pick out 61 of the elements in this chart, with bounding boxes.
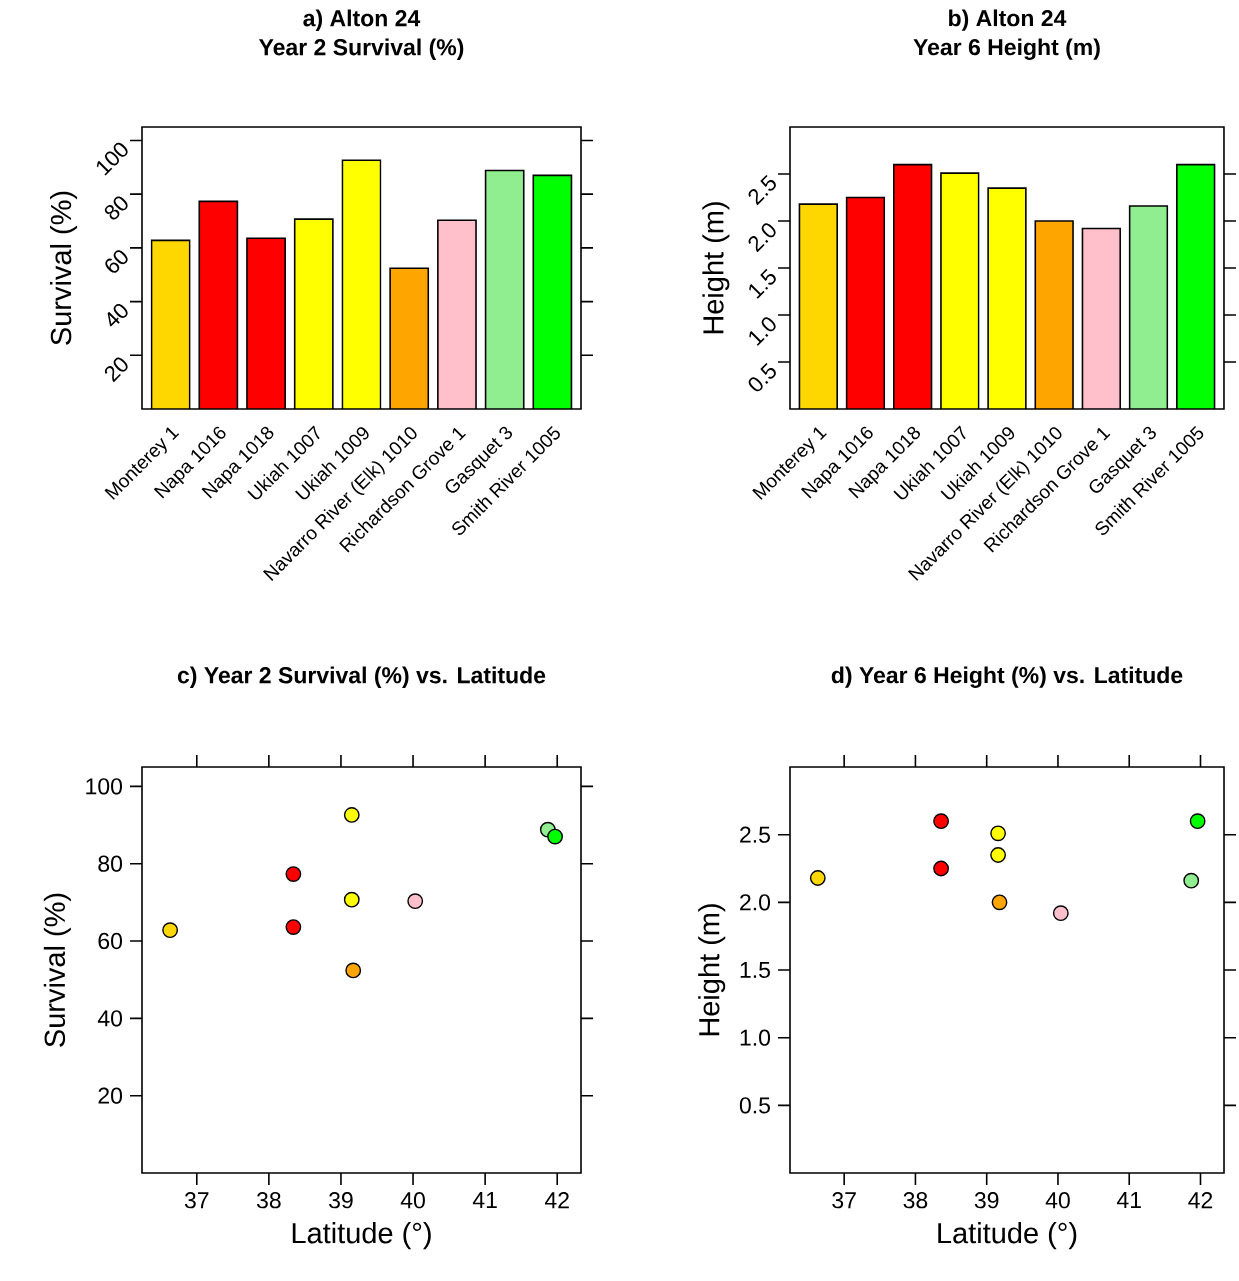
- point: [809, 870, 826, 886]
- point: [285, 919, 302, 935]
- y-tick-label: 1.0: [749, 317, 776, 346]
- x-tick-label: 42: [1188, 1192, 1213, 1209]
- x-axis-title: Latitude (°): [292, 1222, 431, 1250]
- point: [991, 894, 1008, 911]
- y-tick-label: 0.5: [748, 362, 776, 392]
- y-axis-title: Height (m): [698, 904, 726, 1036]
- y-axis-title: Survival (%): [50, 191, 78, 345]
- x-tick-label: 39: [329, 1192, 353, 1209]
- x-tick-label: 40: [1045, 1192, 1070, 1209]
- y-tick-label: 0.5: [739, 1097, 770, 1114]
- x-tick-label: 42: [544, 1192, 569, 1209]
- x-tick-label: 37: [184, 1192, 209, 1209]
- chart-title: d) Year 6 Height (%) vs. Latitude: [831, 666, 1183, 688]
- y-axis-title: Survival (%): [43, 893, 71, 1047]
- chart-title: c) Year 2 Survival (%) vs. Latitude: [177, 666, 546, 688]
- y-tick-label: 20: [104, 357, 128, 383]
- point: [343, 807, 360, 823]
- point: [343, 891, 360, 908]
- x-tick-label: 40: [400, 1192, 425, 1209]
- y-tick-label: 100: [86, 778, 123, 795]
- y-tick-label: 2.0: [748, 223, 776, 253]
- y-tick-label: 1.5: [749, 268, 776, 299]
- y-tick-label: 100: [96, 142, 128, 176]
- y-tick-label: 60: [98, 932, 123, 950]
- chart-subtitle: Year 6 Height (m): [913, 38, 1100, 60]
- y-tick-label: 1.0: [740, 1029, 771, 1046]
- chart-subtitle: Year 2 Survival (%): [258, 38, 464, 60]
- x-tick-label: 37: [832, 1192, 856, 1209]
- x-tick-label: 39: [974, 1192, 999, 1209]
- point: [285, 866, 302, 883]
- point: [933, 860, 949, 877]
- y-tick-label: 2.0: [740, 894, 771, 911]
- y-tick-label: 1.5: [740, 962, 770, 979]
- point: [990, 825, 1006, 842]
- chart-title: a) Alton 24: [303, 9, 421, 31]
- point: [162, 922, 179, 939]
- y-tick-label: 2.5: [740, 826, 770, 843]
- point: [345, 962, 362, 979]
- x-tick-label: 41: [1116, 1192, 1141, 1208]
- y-axis-title: Height (m): [702, 202, 730, 334]
- point: [1183, 872, 1200, 889]
- point: [407, 893, 424, 910]
- chart-title: b) Alton 24: [949, 9, 1067, 31]
- y-tick-label: 20: [98, 1087, 123, 1104]
- point: [1052, 905, 1069, 922]
- point: [933, 813, 949, 830]
- y-tick-label: 2.5: [748, 174, 776, 206]
- point: [547, 828, 563, 845]
- x-tick-label: 38: [903, 1192, 928, 1209]
- y-tick-label: 80: [98, 855, 123, 872]
- x-axis-title: Latitude (°): [938, 1222, 1077, 1250]
- y-tick-label: 40: [97, 1010, 123, 1027]
- x-tick-label: 41: [472, 1192, 497, 1208]
- point: [1189, 813, 1206, 830]
- y-tick-label: 60: [105, 250, 128, 273]
- point: [990, 847, 1006, 863]
- y-tick-label: 80: [104, 196, 128, 220]
- y-tick-label: 40: [107, 303, 128, 327]
- x-tick-label: 38: [256, 1192, 281, 1209]
